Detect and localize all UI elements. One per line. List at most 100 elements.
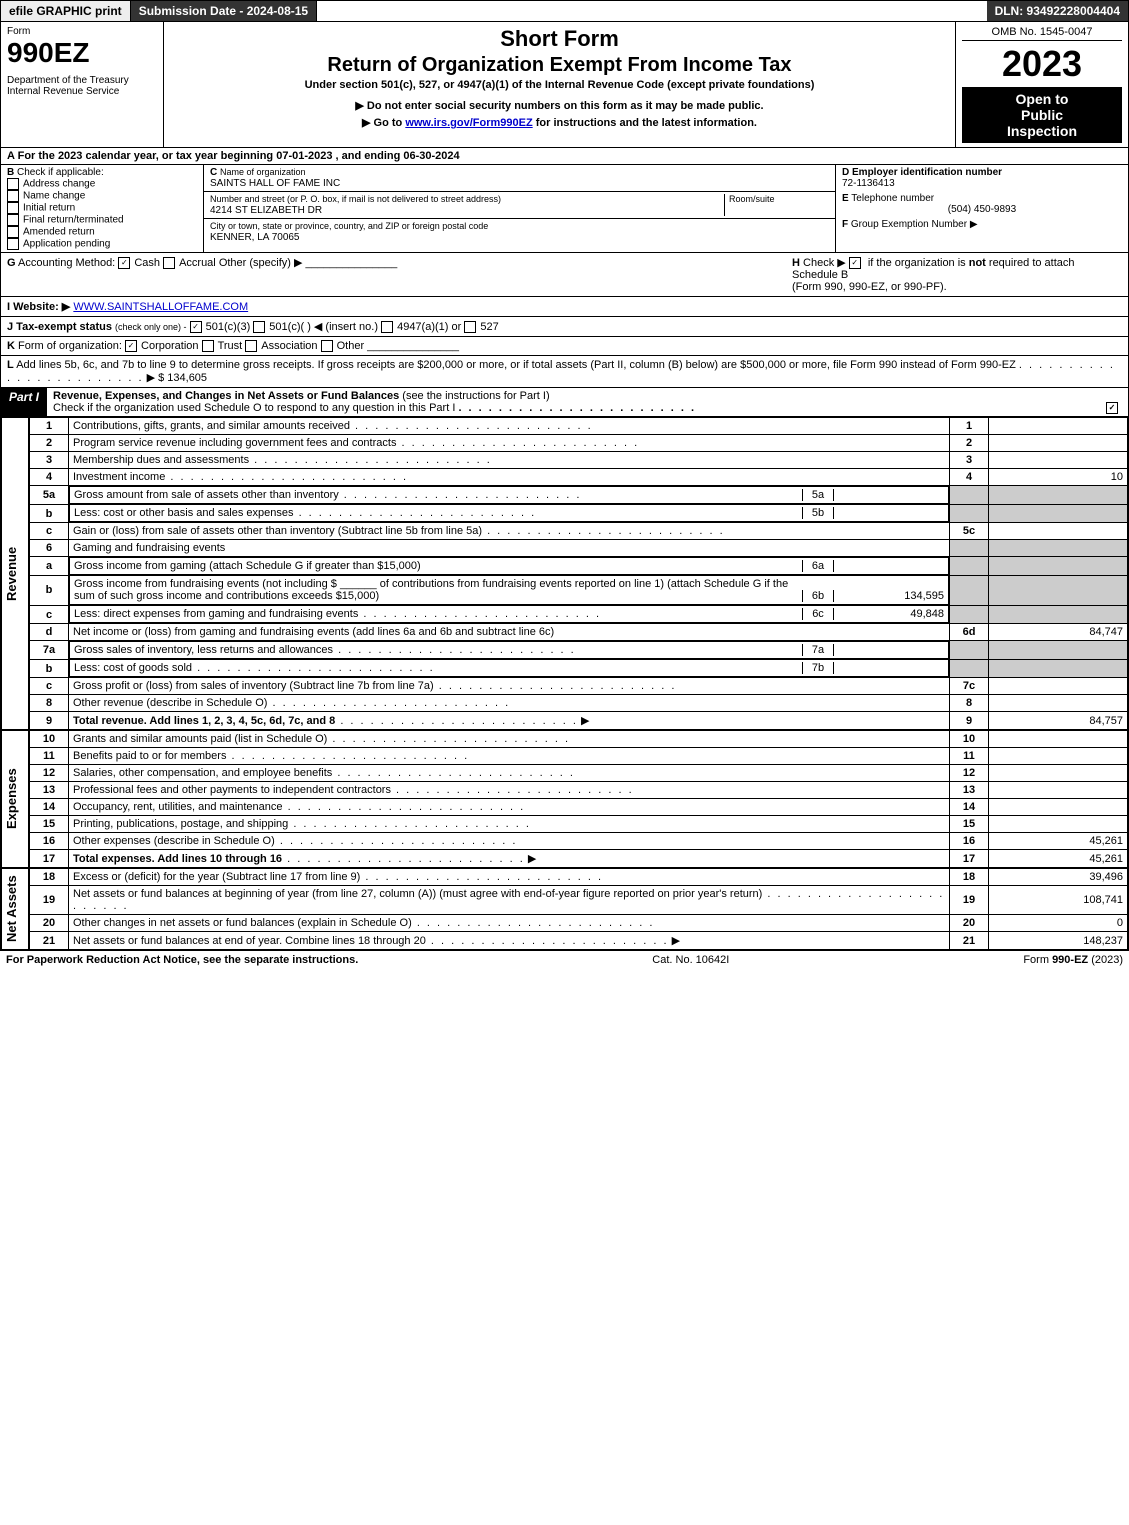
checkbox-amended[interactable] [7, 226, 19, 238]
checkbox-pending[interactable] [7, 238, 19, 250]
line-1: 1Contributions, gifts, grants, and simil… [30, 418, 1128, 435]
line-8: 8Other revenue (describe in Schedule O)8 [30, 695, 1128, 712]
irs-label: Internal Revenue Service [7, 86, 157, 97]
form-title: Return of Organization Exempt From Incom… [170, 54, 949, 77]
checkbox-assoc[interactable] [245, 340, 257, 352]
line-5c: cGain or (loss) from sale of assets othe… [30, 523, 1128, 540]
checkbox-corp[interactable] [125, 340, 137, 352]
line-14: 14Occupancy, rent, utilities, and mainte… [30, 799, 1128, 816]
form-990ez: efile GRAPHIC print Submission Date - 20… [0, 0, 1129, 951]
checkbox-trust[interactable] [202, 340, 214, 352]
tax-year: 2023 [962, 43, 1122, 85]
section-g-h: G Accounting Method: Cash Accrual Other … [1, 253, 1128, 297]
public-note: ▶ Do not enter social security numbers o… [170, 99, 949, 112]
netassets-table: 18Excess or (deficit) for the year (Subt… [29, 868, 1128, 950]
section-i: I Website: ▶ WWW.SAINTSHALLOFFAME.COM [1, 297, 1128, 317]
expenses-section: Expenses 10Grants and similar amounts pa… [1, 730, 1128, 868]
part-i-header: Part I Revenue, Expenses, and Changes in… [1, 388, 1128, 417]
line-12: 12Salaries, other compensation, and empl… [30, 765, 1128, 782]
website-link[interactable]: WWW.SAINTSHALLOFFAME.COM [73, 301, 248, 313]
dln-label: DLN: 93492228004404 [987, 1, 1128, 21]
ein: 72-1136413 [842, 178, 895, 189]
line-7a: 7aGross sales of inventory, less returns… [30, 641, 1128, 660]
line-5a: 5aGross amount from sale of assets other… [30, 486, 1128, 505]
form-prefix: Form [7, 26, 157, 37]
line-13: 13Professional fees and other payments t… [30, 782, 1128, 799]
line-7b: bLess: cost of goods sold7b [30, 659, 1128, 678]
org-info-row: B Check if applicable: Address change Na… [1, 165, 1128, 253]
netassets-section: Net Assets 18Excess or (deficit) for the… [1, 868, 1128, 950]
checkbox-4947[interactable] [381, 321, 393, 333]
line-2: 2Program service revenue including gover… [30, 435, 1128, 452]
gross-receipts: $ 134,605 [158, 372, 207, 384]
line-6c: cLess: direct expenses from gaming and f… [30, 605, 1128, 624]
checkbox-schedule-o[interactable] [1106, 402, 1118, 414]
section-l: L Add lines 5b, 6c, and 7b to line 9 to … [1, 356, 1128, 388]
expenses-table: 10Grants and similar amounts paid (list … [29, 730, 1128, 868]
revenue-side-label: Revenue [1, 417, 29, 730]
efile-print-button[interactable]: efile GRAPHIC print [1, 1, 131, 21]
checkbox-accrual[interactable] [163, 257, 175, 269]
line-6: 6Gaming and fundraising events [30, 540, 1128, 557]
checkbox-address-change[interactable] [7, 178, 19, 190]
dept-treasury: Department of the Treasury [7, 75, 157, 86]
header-left: Form 990EZ Department of the Treasury In… [1, 22, 164, 147]
checkbox-501c3[interactable] [190, 321, 202, 333]
line-6d: dNet income or (loss) from gaming and fu… [30, 624, 1128, 641]
form-number: 990EZ [7, 37, 157, 69]
line-6b: bGross income from fundraising events (n… [30, 575, 1128, 605]
omb-number: OMB No. 1545-0047 [962, 26, 1122, 41]
open-public-badge: Open to Public Inspection [962, 87, 1122, 143]
checkbox-501c[interactable] [253, 321, 265, 333]
checkbox-final-return[interactable] [7, 214, 19, 226]
section-a: A For the 2023 calendar year, or tax yea… [1, 148, 1128, 165]
topbar: efile GRAPHIC print Submission Date - 20… [1, 1, 1128, 22]
part-i-label: Part I [1, 388, 47, 416]
checkbox-cash[interactable] [118, 257, 130, 269]
section-b: B Check if applicable: Address change Na… [1, 165, 204, 252]
goto-note: ▶ Go to www.irs.gov/Form990EZ for instru… [170, 116, 949, 129]
checkbox-other-org[interactable] [321, 340, 333, 352]
line-3: 3Membership dues and assessments3 [30, 452, 1128, 469]
submission-date: Submission Date - 2024-08-15 [131, 1, 317, 21]
header-center: Short Form Return of Organization Exempt… [164, 22, 955, 147]
cat-no: Cat. No. 10642I [652, 954, 729, 966]
org-name: SAINTS HALL OF FAME INC [210, 178, 340, 189]
org-address: 4214 ST ELIZABETH DR [210, 205, 322, 216]
line-6a: aGross income from gaming (attach Schedu… [30, 557, 1128, 576]
checkbox-schedule-b[interactable] [849, 257, 861, 269]
section-j: J Tax-exempt status (check only one) - 5… [1, 317, 1128, 337]
irs-link[interactable]: www.irs.gov/Form990EZ [405, 117, 532, 129]
line-17: 17Total expenses. Add lines 10 through 1… [30, 850, 1128, 868]
line-16: 16Other expenses (describe in Schedule O… [30, 833, 1128, 850]
form-ref: Form 990-EZ (2023) [1023, 954, 1123, 966]
line-15: 15Printing, publications, postage, and s… [30, 816, 1128, 833]
org-city: KENNER, LA 70065 [210, 232, 300, 243]
checkbox-name-change[interactable] [7, 190, 19, 202]
line-11: 11Benefits paid to or for members11 [30, 748, 1128, 765]
line-21: 21Net assets or fund balances at end of … [30, 932, 1128, 950]
netassets-side-label: Net Assets [1, 868, 29, 950]
line-19: 19Net assets or fund balances at beginni… [30, 886, 1128, 915]
line-18: 18Excess or (deficit) for the year (Subt… [30, 869, 1128, 886]
header-right: OMB No. 1545-0047 2023 Open to Public In… [955, 22, 1128, 147]
section-c: C Name of organization SAINTS HALL OF FA… [204, 165, 836, 252]
line-7c: cGross profit or (loss) from sales of in… [30, 678, 1128, 695]
line-9: 9Total revenue. Add lines 1, 2, 3, 4, 5c… [30, 712, 1128, 730]
paperwork-notice: For Paperwork Reduction Act Notice, see … [6, 954, 358, 966]
form-header: Form 990EZ Department of the Treasury In… [1, 22, 1128, 148]
section-k: K Form of organization: Corporation Trus… [1, 337, 1128, 356]
section-d-e-f: D Employer identification number 72-1136… [836, 165, 1128, 252]
line-10: 10Grants and similar amounts paid (list … [30, 731, 1128, 748]
line-5b: bLess: cost or other basis and sales exp… [30, 504, 1128, 523]
checkbox-527[interactable] [464, 321, 476, 333]
form-subtitle: Under section 501(c), 527, or 4947(a)(1)… [170, 79, 949, 91]
topbar-spacer [317, 1, 986, 21]
line-4: 4Investment income410 [30, 469, 1128, 486]
revenue-table: 1Contributions, gifts, grants, and simil… [29, 417, 1128, 730]
page-footer: For Paperwork Reduction Act Notice, see … [0, 951, 1129, 969]
expenses-side-label: Expenses [1, 730, 29, 868]
checkbox-initial-return[interactable] [7, 202, 19, 214]
revenue-section: Revenue 1Contributions, gifts, grants, a… [1, 417, 1128, 730]
telephone: (504) 450-9893 [842, 204, 1122, 215]
